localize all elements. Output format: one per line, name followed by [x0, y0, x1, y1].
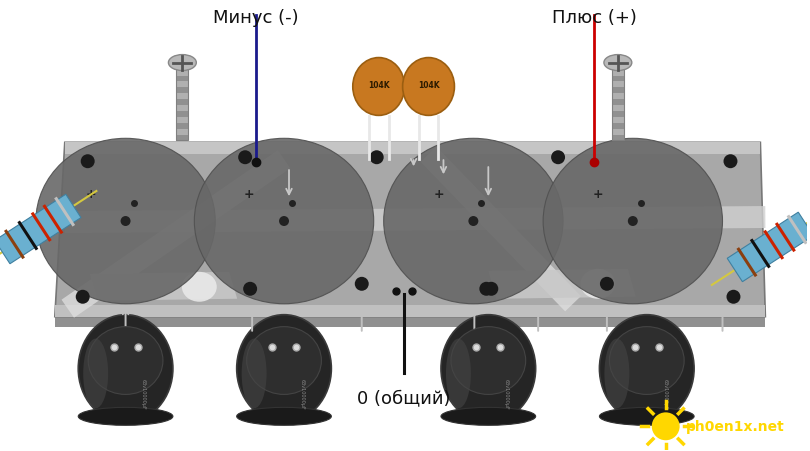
Bar — [612, 100, 624, 106]
Text: +: + — [244, 187, 254, 200]
Bar — [612, 94, 624, 100]
Bar — [177, 88, 189, 94]
Bar — [612, 118, 624, 124]
Circle shape — [551, 151, 565, 165]
Polygon shape — [420, 147, 581, 312]
Bar — [612, 106, 624, 112]
Bar — [177, 124, 189, 130]
Circle shape — [652, 412, 680, 440]
Polygon shape — [488, 269, 636, 299]
Text: 0 (общий): 0 (общий) — [357, 389, 450, 406]
Ellipse shape — [628, 216, 637, 226]
Polygon shape — [55, 317, 765, 327]
Ellipse shape — [446, 339, 471, 409]
Polygon shape — [65, 143, 761, 155]
Bar — [612, 76, 624, 83]
Polygon shape — [65, 207, 765, 234]
Text: ph0en1x.net: ph0en1x.net — [685, 419, 784, 433]
Bar — [612, 69, 624, 141]
Ellipse shape — [441, 315, 535, 423]
Text: +: + — [593, 187, 603, 200]
Bar — [177, 118, 189, 124]
Text: 63v10000μF: 63v10000μF — [141, 378, 146, 409]
Circle shape — [355, 277, 369, 291]
Ellipse shape — [441, 407, 535, 425]
Circle shape — [723, 155, 737, 169]
Circle shape — [81, 155, 95, 169]
Ellipse shape — [604, 55, 632, 71]
Bar — [177, 70, 189, 76]
Ellipse shape — [604, 339, 629, 409]
Text: 63v10000μF: 63v10000μF — [663, 378, 667, 409]
Ellipse shape — [451, 327, 526, 395]
Bar — [177, 112, 189, 118]
Ellipse shape — [237, 315, 331, 423]
Ellipse shape — [237, 407, 331, 425]
Ellipse shape — [599, 407, 694, 425]
Circle shape — [243, 282, 257, 296]
Ellipse shape — [384, 139, 563, 304]
Bar — [612, 124, 624, 130]
Text: 104K: 104K — [368, 81, 390, 90]
Ellipse shape — [79, 407, 173, 425]
Ellipse shape — [403, 59, 454, 116]
Ellipse shape — [468, 216, 479, 226]
Polygon shape — [55, 305, 765, 317]
Circle shape — [600, 277, 614, 291]
Polygon shape — [90, 272, 237, 301]
Bar — [177, 106, 189, 112]
Ellipse shape — [599, 315, 694, 423]
Bar — [177, 69, 189, 141]
Circle shape — [238, 151, 252, 165]
Bar — [612, 130, 624, 136]
Bar — [612, 112, 624, 118]
Polygon shape — [0, 195, 81, 264]
Ellipse shape — [182, 272, 217, 302]
Polygon shape — [62, 151, 290, 318]
Ellipse shape — [168, 55, 196, 71]
Ellipse shape — [279, 216, 289, 226]
Ellipse shape — [194, 139, 373, 304]
Bar — [177, 100, 189, 106]
Circle shape — [484, 282, 498, 296]
Ellipse shape — [121, 216, 130, 226]
Text: 63v10000μF: 63v10000μF — [504, 378, 509, 409]
Bar — [177, 130, 189, 136]
Text: Минус (-): Минус (-) — [213, 9, 299, 27]
Ellipse shape — [36, 139, 215, 304]
Polygon shape — [55, 143, 765, 317]
Circle shape — [369, 151, 384, 165]
Ellipse shape — [79, 315, 173, 423]
Circle shape — [480, 282, 493, 296]
Text: 104K: 104K — [418, 81, 439, 90]
Ellipse shape — [241, 339, 266, 409]
Ellipse shape — [247, 327, 322, 395]
Bar — [612, 88, 624, 94]
Ellipse shape — [581, 269, 616, 299]
Circle shape — [76, 290, 90, 304]
Bar — [177, 136, 189, 142]
Polygon shape — [727, 213, 810, 282]
Text: 63v10000μF: 63v10000μF — [300, 378, 305, 409]
Bar — [177, 83, 189, 88]
Ellipse shape — [544, 139, 723, 304]
Circle shape — [727, 290, 740, 304]
Text: +: + — [433, 187, 444, 200]
Ellipse shape — [609, 327, 684, 395]
Bar — [612, 83, 624, 88]
Bar — [612, 70, 624, 76]
Text: +: + — [85, 187, 96, 200]
Ellipse shape — [353, 59, 405, 116]
Ellipse shape — [83, 339, 108, 409]
Bar — [612, 136, 624, 142]
Text: Плюс (+): Плюс (+) — [552, 9, 637, 27]
Bar — [177, 76, 189, 83]
Bar — [177, 94, 189, 100]
Ellipse shape — [88, 327, 163, 395]
